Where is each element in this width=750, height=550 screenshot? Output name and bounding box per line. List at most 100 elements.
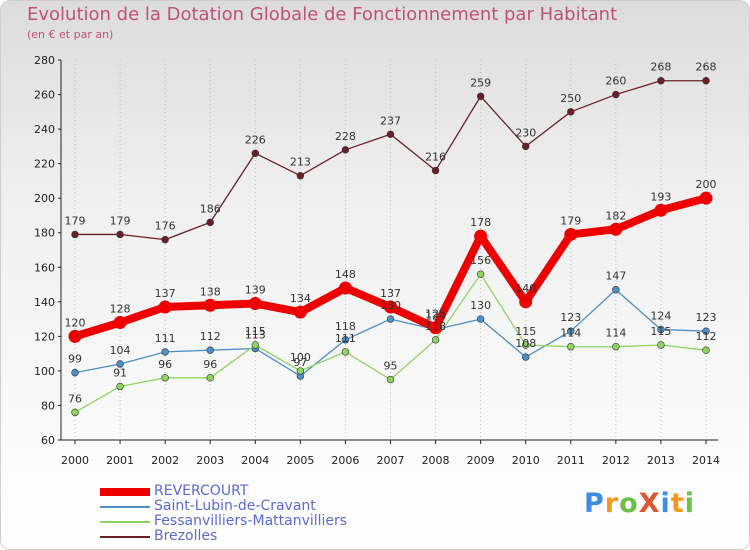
legend-item-fessanvilliers[interactable]: Fessanvilliers-Mattanvilliers bbox=[100, 514, 400, 529]
y-tick-label-60: 60 bbox=[41, 434, 55, 447]
point-saint-lubin-de-cravant-2012 bbox=[612, 286, 620, 294]
data-label-revercourt-2005: 134 bbox=[290, 292, 311, 305]
point-revercourt-2012 bbox=[609, 222, 623, 236]
point-saint-lubin-de-cravant-2009 bbox=[476, 315, 485, 323]
point-fessanvilliers-mattanvilliers-2013 bbox=[657, 341, 665, 349]
point-brezolles-2000 bbox=[71, 230, 79, 239]
data-label-revercourt-2002: 137 bbox=[155, 287, 176, 300]
data-label-saint-lubin-de-cravant-2004: 113 bbox=[245, 328, 266, 341]
legend-label-fessanvilliers: Fessanvilliers-Mattanvilliers bbox=[154, 513, 348, 529]
x-tick-label-2004: 2004 bbox=[241, 454, 269, 467]
point-brezolles-2010 bbox=[522, 142, 530, 151]
legend-item-revercourt[interactable]: REVERCOURT bbox=[100, 484, 400, 499]
data-label-revercourt-2014: 200 bbox=[696, 178, 717, 191]
legend-swatch-brezolles bbox=[100, 536, 150, 538]
point-revercourt-2008 bbox=[429, 321, 443, 335]
data-label-revercourt-2012: 182 bbox=[605, 209, 626, 222]
x-tick-label-2002: 2002 bbox=[151, 454, 179, 467]
data-label-fessanvilliers-mattanvilliers-2001: 91 bbox=[113, 366, 127, 379]
data-label-saint-lubin-de-cravant-2010: 108 bbox=[515, 337, 536, 350]
point-fessanvilliers-mattanvilliers-2012 bbox=[612, 343, 620, 351]
data-label-saint-lubin-de-cravant-2000: 99 bbox=[68, 353, 82, 366]
data-label-fessanvilliers-mattanvilliers-2013: 115 bbox=[650, 325, 671, 338]
point-fessanvilliers-mattanvilliers-2009 bbox=[476, 270, 485, 278]
logo-letter-0: P bbox=[584, 488, 605, 519]
point-revercourt-2002 bbox=[158, 300, 172, 314]
data-label-fessanvilliers-mattanvilliers-2007: 95 bbox=[384, 360, 398, 373]
y-tick-label-160: 160 bbox=[34, 261, 55, 274]
data-labels: 179 179 176 186 226 213 228 237 216 259 230 250 260 2… bbox=[65, 61, 717, 406]
data-label-saint-lubin-de-cravant-2013: 124 bbox=[650, 309, 671, 322]
data-label-brezolles-2001: 179 bbox=[110, 214, 131, 227]
point-brezolles-2003 bbox=[206, 218, 214, 227]
point-fessanvilliers-mattanvilliers-2007 bbox=[386, 375, 395, 384]
point-fessanvilliers-mattanvilliers-2003 bbox=[206, 374, 214, 382]
point-brezolles-2013 bbox=[657, 77, 665, 85]
point-revercourt-2004 bbox=[248, 297, 262, 311]
point-revercourt-2000 bbox=[68, 329, 82, 343]
proxiti-logo[interactable]: ProXiti bbox=[584, 488, 695, 519]
point-brezolles-2007 bbox=[386, 130, 395, 138]
data-label-fessanvilliers-mattanvilliers-2011: 114 bbox=[560, 327, 581, 340]
data-label-saint-lubin-de-cravant-2009: 130 bbox=[470, 299, 491, 312]
point-fessanvilliers-mattanvilliers-2002 bbox=[161, 374, 169, 382]
point-fessanvilliers-mattanvilliers-2005 bbox=[296, 367, 305, 375]
series-layer bbox=[68, 77, 713, 417]
x-tick-label-2012: 2012 bbox=[602, 454, 630, 467]
x-tick-label-2005: 2005 bbox=[286, 454, 314, 467]
legend-label-revercourt: REVERCOURT bbox=[154, 483, 249, 499]
point-revercourt-2013 bbox=[654, 203, 668, 217]
data-label-saint-lubin-de-cravant-2014: 123 bbox=[696, 311, 717, 324]
data-label-fessanvilliers-mattanvilliers-2009: 156 bbox=[470, 254, 491, 267]
data-label-fessanvilliers-mattanvilliers-2008: 118 bbox=[425, 320, 446, 333]
point-revercourt-2014 bbox=[699, 191, 713, 205]
data-label-fessanvilliers-mattanvilliers-2004: 115 bbox=[245, 325, 266, 338]
x-tick-label-2014: 2014 bbox=[692, 454, 720, 467]
y-tick-label-80: 80 bbox=[41, 399, 55, 412]
data-label-fessanvilliers-mattanvilliers-2006: 111 bbox=[335, 332, 356, 345]
legend-item-brezolles[interactable]: Brezolles bbox=[100, 529, 400, 544]
data-label-brezolles-2005: 213 bbox=[290, 156, 311, 169]
point-fessanvilliers-mattanvilliers-2014 bbox=[702, 346, 710, 354]
data-label-revercourt-2001: 128 bbox=[110, 303, 131, 316]
legend-swatch-saint-lubin bbox=[100, 506, 150, 508]
point-brezolles-2002 bbox=[161, 235, 169, 244]
data-label-saint-lubin-de-cravant-2011: 123 bbox=[560, 311, 581, 324]
point-saint-lubin-de-cravant-2006 bbox=[341, 336, 350, 344]
logo-letter-5: t bbox=[670, 488, 685, 519]
y-tick-label-260: 260 bbox=[34, 89, 55, 102]
point-fessanvilliers-mattanvilliers-2008 bbox=[431, 336, 440, 344]
point-revercourt-2010 bbox=[519, 295, 533, 309]
data-label-brezolles-2008: 216 bbox=[425, 151, 446, 164]
point-revercourt-2007 bbox=[384, 300, 397, 314]
legend-item-saint-lubin[interactable]: Saint-Lubin-de-Cravant bbox=[100, 499, 400, 514]
data-label-revercourt-2004: 139 bbox=[245, 284, 266, 297]
chart-subtitle: (en € et par an) bbox=[27, 28, 114, 41]
point-brezolles-2014 bbox=[702, 77, 710, 85]
legend-label-brezolles: Brezolles bbox=[154, 528, 218, 544]
x-tick-label-2013: 2013 bbox=[647, 454, 675, 467]
data-label-saint-lubin-de-cravant-2008: 124 bbox=[425, 309, 446, 322]
data-label-brezolles-2006: 228 bbox=[335, 130, 356, 143]
data-label-saint-lubin-de-cravant-2002: 111 bbox=[155, 332, 176, 345]
logo-letter-1: r bbox=[604, 488, 620, 519]
chart-title: Evolution de la Dotation Globale de Fonc… bbox=[27, 4, 618, 25]
y-tick-label-200: 200 bbox=[34, 192, 55, 205]
point-brezolles-2004 bbox=[251, 149, 259, 157]
data-label-fessanvilliers-mattanvilliers-2002: 96 bbox=[158, 358, 172, 371]
point-saint-lubin-de-cravant-2011 bbox=[567, 327, 575, 335]
legend-swatch-fessanvilliers bbox=[100, 521, 150, 523]
y-tick-label-120: 120 bbox=[34, 330, 55, 343]
x-tick-label-2007: 2007 bbox=[377, 454, 405, 467]
logo-letter-4: i bbox=[660, 488, 671, 519]
x-tick-label-2006: 2006 bbox=[331, 454, 359, 467]
x-tick-label-2010: 2010 bbox=[512, 454, 540, 467]
point-revercourt-2005 bbox=[293, 305, 307, 319]
x-tick-label-2011: 2011 bbox=[557, 454, 585, 467]
data-label-brezolles-2010: 230 bbox=[515, 126, 536, 139]
data-label-saint-lubin-de-cravant-2003: 112 bbox=[200, 330, 221, 343]
data-label-brezolles-2012: 260 bbox=[605, 75, 626, 88]
y-tick-label-240: 240 bbox=[34, 123, 55, 136]
data-label-fessanvilliers-mattanvilliers-2003: 96 bbox=[203, 358, 217, 371]
x-tick-label-2000: 2000 bbox=[61, 454, 89, 467]
